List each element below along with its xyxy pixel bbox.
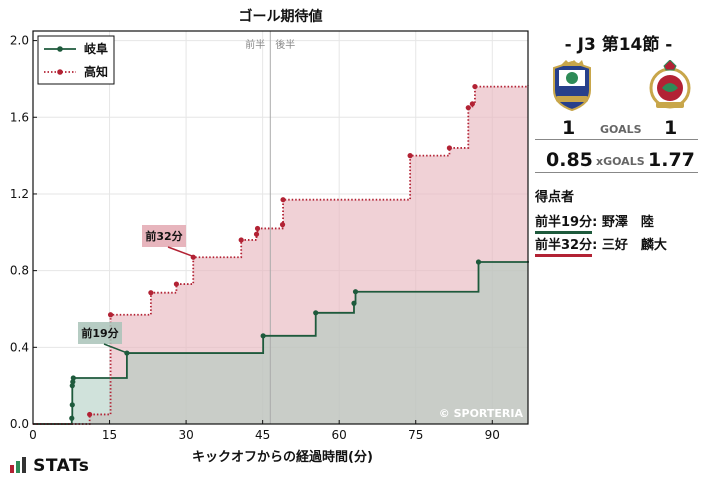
first-half-label: 前半 bbox=[245, 38, 265, 51]
series-point bbox=[253, 231, 260, 237]
scorer-row: 前半19分: 野澤 陸 bbox=[535, 211, 654, 234]
scorer-time: 前半19分 bbox=[535, 215, 593, 234]
x-tick-label: 75 bbox=[408, 428, 423, 442]
xg-label: xGOALS bbox=[596, 155, 645, 168]
second-half-label: 後半 bbox=[275, 38, 295, 51]
legend-box bbox=[37, 35, 115, 85]
series-point bbox=[148, 290, 154, 296]
series-point bbox=[279, 222, 286, 228]
series-point bbox=[465, 105, 471, 111]
goal-annotation-pointer bbox=[167, 246, 196, 258]
series-point bbox=[70, 379, 76, 385]
y-tick-label: 1.2 bbox=[10, 187, 29, 201]
series-point bbox=[238, 237, 244, 243]
home-xg: 0.85 bbox=[546, 149, 593, 171]
scorer-row: 前半32分: 三好 麟大 bbox=[535, 234, 667, 257]
stats-logo-text: STATs bbox=[33, 456, 90, 476]
series-point bbox=[69, 383, 75, 389]
y-tick-label: 0.8 bbox=[10, 264, 29, 278]
watermark-text: © SPORTERIA bbox=[439, 407, 524, 420]
goals-label: GOALS bbox=[600, 123, 642, 136]
series-point bbox=[260, 333, 266, 339]
x-tick-label: 30 bbox=[178, 428, 193, 442]
series-point bbox=[87, 411, 93, 418]
series-point bbox=[107, 312, 114, 318]
series-point bbox=[69, 415, 75, 421]
series-point bbox=[352, 289, 359, 295]
chart-title: ゴール期待値 bbox=[239, 8, 323, 25]
y-tick-label: 0.4 bbox=[10, 340, 29, 354]
series-point bbox=[407, 153, 413, 159]
scorers-title: 得点者 bbox=[535, 190, 575, 205]
scorer-name: 三好 麟大 bbox=[601, 238, 667, 253]
match-panel: - J3 第14節 - 1 GOALS 1 0.85 xGOALS 1.77 得… bbox=[530, 0, 707, 479]
scorer-time: 前半32分 bbox=[535, 238, 593, 257]
x-tick-label: 45 bbox=[255, 428, 270, 442]
divider bbox=[535, 139, 698, 140]
area-home bbox=[33, 261, 528, 424]
away-team-crest-icon bbox=[649, 60, 691, 109]
goal-annotation-pointer bbox=[103, 343, 128, 354]
home-goals: 1 bbox=[562, 117, 576, 139]
x-axis-label: キックオフからの経過時間(分) bbox=[192, 449, 373, 465]
x-tick-label: 0 bbox=[29, 428, 37, 442]
series-point bbox=[351, 300, 357, 306]
plot-frame bbox=[32, 30, 529, 425]
series-point bbox=[446, 145, 453, 151]
series-point bbox=[469, 101, 475, 107]
away-goals: 1 bbox=[664, 117, 678, 139]
away-xg: 1.77 bbox=[648, 149, 695, 171]
series-point bbox=[475, 259, 482, 265]
legend-marker bbox=[57, 46, 63, 52]
divider bbox=[535, 172, 698, 173]
x-tick-label: 90 bbox=[485, 428, 500, 442]
series-point bbox=[70, 375, 76, 381]
series-point bbox=[69, 402, 75, 408]
match-title: - J3 第14節 - bbox=[564, 35, 673, 55]
y-tick-label: 1.6 bbox=[10, 110, 29, 124]
legend-label: 高知 bbox=[84, 64, 108, 79]
x-tick-label: 15 bbox=[102, 428, 117, 442]
goal-annotation-box bbox=[142, 225, 186, 247]
legend-marker bbox=[57, 69, 63, 75]
home-team-crest-icon bbox=[553, 60, 591, 112]
series-point bbox=[254, 225, 261, 232]
series-point bbox=[472, 83, 478, 90]
series-point bbox=[280, 197, 286, 203]
y-tick-label: 0.0 bbox=[10, 417, 29, 431]
x-tick-label: 60 bbox=[332, 428, 347, 442]
series-point bbox=[313, 310, 319, 316]
scorer-name: 野澤 陸 bbox=[601, 215, 654, 230]
bar-logo-icon bbox=[10, 457, 26, 473]
stats-logo: STATs bbox=[10, 456, 90, 476]
legend-label: 岐阜 bbox=[84, 41, 108, 56]
goal-annotation-box bbox=[78, 322, 122, 344]
y-tick-label: 2.0 bbox=[10, 34, 29, 48]
series-point bbox=[173, 281, 179, 287]
goal-annotation-label: 前19分 bbox=[81, 326, 118, 340]
goal-annotation-label: 前32分 bbox=[145, 229, 182, 243]
